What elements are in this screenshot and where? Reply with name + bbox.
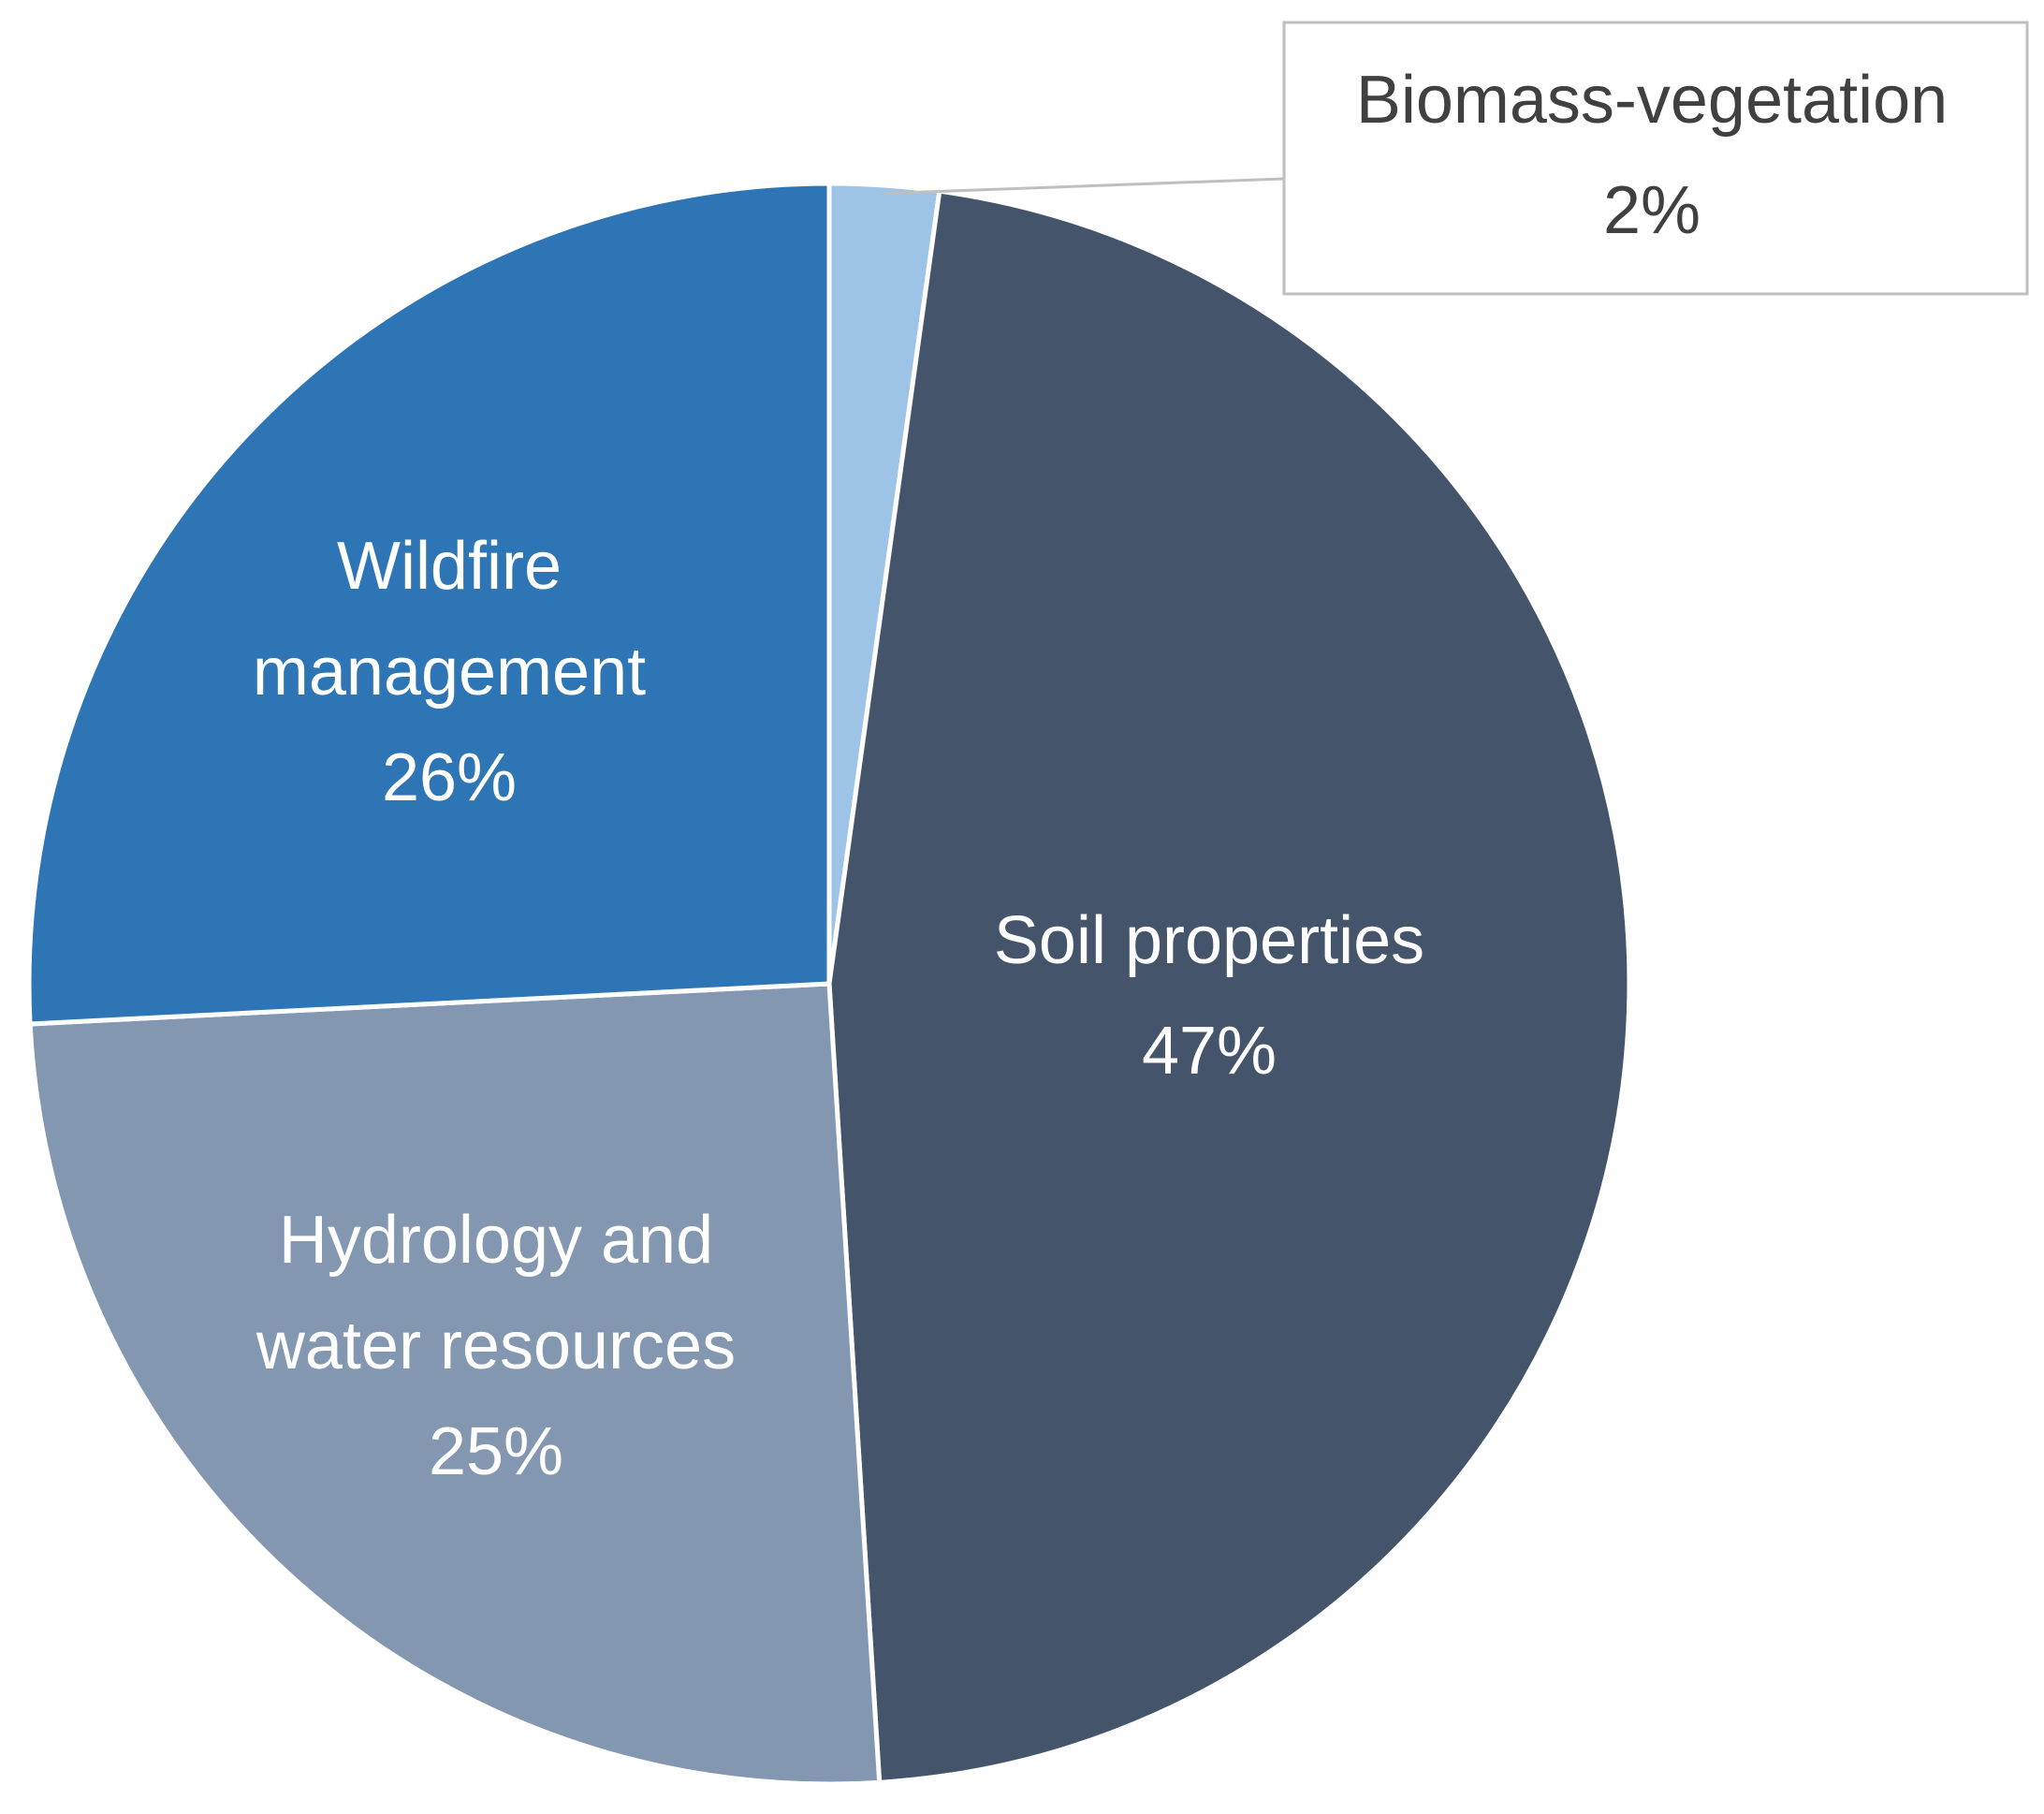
slice-category-label-4: Wildfire xyxy=(337,529,562,604)
slice-percent-label-4: 26% xyxy=(382,740,517,815)
pie-slices xyxy=(26,181,1632,1787)
slice-category-label-1: Biomass-vegetation xyxy=(1356,63,1948,138)
slice-category-label-3: water resources xyxy=(256,1309,736,1383)
callout-box xyxy=(1282,21,2029,296)
pie-slice-3 xyxy=(27,981,883,1787)
pie-slice-2 xyxy=(826,188,1632,1785)
slice-percent-label-3: 25% xyxy=(429,1414,563,1489)
callout-leader-line xyxy=(883,177,1285,196)
slice-category-label-2: Soil properties xyxy=(994,903,1424,978)
pie-labels: Biomass-vegetation 2% Soil properties 47% Hy… xyxy=(253,21,2029,1489)
slice-category-label-3: Hydrology and xyxy=(279,1203,713,1278)
slice-category-label-4: management xyxy=(253,635,646,710)
slice-percent-label-1: 2% xyxy=(1603,173,1701,248)
pie-slice-4 xyxy=(26,181,832,1027)
slice-percent-label-2: 47% xyxy=(1142,1014,1277,1089)
